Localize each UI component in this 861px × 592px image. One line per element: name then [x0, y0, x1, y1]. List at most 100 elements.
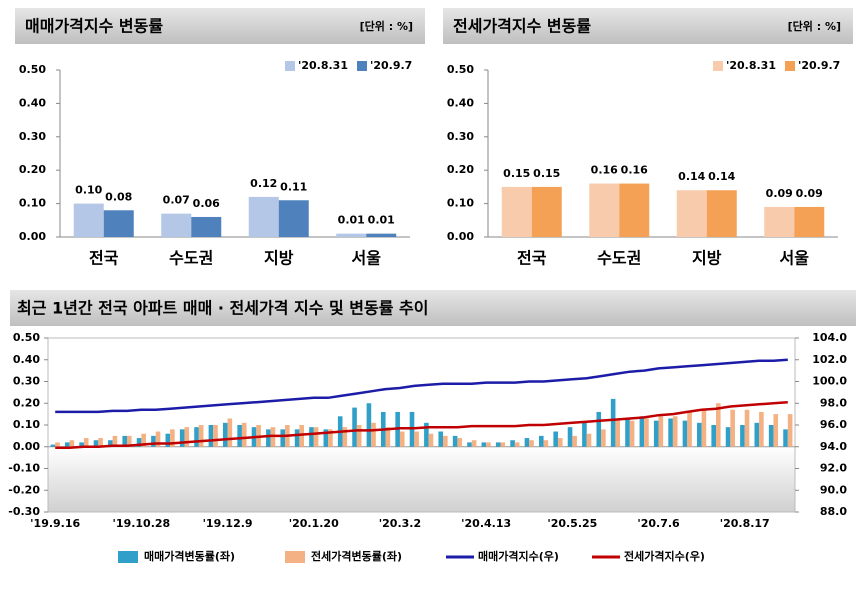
bar: [514, 442, 520, 447]
y-tick-label: 0.20: [447, 163, 474, 176]
bar: [697, 422, 702, 447]
legend-label: '20.9.7: [798, 59, 840, 72]
y-tick-label: 0.00: [13, 440, 40, 453]
bar: [385, 427, 391, 447]
bar: [69, 440, 75, 447]
x-tick-label: '20.8.17: [720, 517, 770, 530]
legend-label: 매매가격변동률(좌): [144, 549, 235, 563]
bar: [596, 411, 602, 447]
y2-tick-label: 90.0: [820, 483, 847, 496]
value-label: 0.12: [250, 177, 277, 190]
bar: [524, 438, 530, 447]
bar: [294, 429, 300, 447]
x-tick-label: 전국: [89, 249, 119, 268]
bar: [248, 196, 279, 237]
bar: [783, 429, 788, 447]
bar: [366, 233, 397, 237]
bar: [629, 420, 635, 447]
bar: [706, 190, 737, 237]
bar: [98, 438, 103, 447]
bar: [108, 440, 113, 447]
bar: [73, 203, 104, 237]
x-tick-label: '20.1.20: [289, 517, 339, 530]
bar: [625, 418, 630, 447]
bar: [553, 431, 558, 447]
bar: [184, 427, 190, 447]
bar: [414, 431, 419, 447]
bar: [79, 442, 84, 447]
y2-tick-label: 92.0: [820, 462, 847, 475]
y-tick-label: 0.30: [13, 375, 40, 388]
bar: [237, 425, 242, 447]
bar: [715, 403, 721, 447]
bar: [610, 398, 616, 447]
bar: [155, 431, 161, 447]
bar: [93, 440, 99, 447]
bar: [768, 425, 774, 447]
bar: [744, 409, 750, 447]
y-tick-label: -0.30: [8, 505, 40, 518]
bar: [701, 409, 707, 447]
x-tick-label: '20.3.2: [379, 517, 421, 530]
legend-swatch: [118, 551, 138, 563]
y2-tick-label: 102.0: [812, 353, 847, 366]
bar: [500, 442, 506, 447]
bar: [208, 425, 214, 447]
value-label: 0.09: [796, 187, 823, 200]
value-label: 0.11: [280, 180, 307, 193]
y-tick-label: 0.50: [447, 63, 474, 76]
legend-swatch: [713, 61, 723, 71]
y-tick-label: 0.10: [19, 197, 46, 210]
bar: [122, 435, 128, 447]
bar: [352, 407, 357, 447]
bar: [103, 210, 134, 237]
bar: [644, 418, 649, 447]
x-tick-label: 전국: [517, 249, 547, 268]
bar: [424, 422, 429, 447]
bar: [112, 435, 118, 447]
value-label: 0.10: [75, 184, 102, 197]
x-tick-label: '19.10.28: [113, 517, 171, 530]
legend-swatch: [285, 551, 305, 563]
x-tick-label: '20.7.6: [637, 517, 680, 530]
bar: [672, 416, 678, 447]
legend-swatch: [285, 61, 295, 71]
bar: [676, 190, 707, 237]
bar: [83, 438, 89, 447]
bar: [754, 422, 760, 447]
legend-label: 전세가격지수(우): [624, 549, 705, 563]
bar: [764, 206, 795, 237]
y-tick-label: 0.10: [447, 197, 474, 210]
y2-tick-label: 100.0: [812, 375, 847, 388]
bar: [495, 442, 501, 447]
bar: [399, 431, 405, 447]
value-label: 0.15: [503, 167, 530, 180]
y-tick-label: -0.10: [8, 462, 40, 475]
bar: [787, 414, 793, 447]
y-tick-label: 0.40: [19, 96, 46, 109]
bar: [170, 429, 175, 447]
legend-swatch: [785, 61, 795, 71]
bar: [278, 200, 309, 237]
bar: [309, 427, 314, 447]
x-tick-label: 수도권: [597, 249, 641, 268]
bar: [639, 416, 645, 447]
value-label: 0.06: [193, 197, 220, 210]
bar: [198, 425, 204, 447]
bar: [280, 429, 286, 447]
value-label: 0.09: [766, 187, 793, 200]
chart-title: 전세가격지수 변동률: [453, 17, 591, 36]
bar: [759, 411, 764, 447]
bar: [127, 435, 132, 447]
y-tick-label: 0.50: [13, 331, 40, 344]
y-tick-label: 0.30: [447, 130, 474, 143]
value-label: 0.01: [338, 214, 365, 227]
x-tick-label: '19.9.16: [30, 517, 80, 530]
bar: [366, 403, 372, 447]
bar: [194, 427, 199, 447]
bar: [501, 186, 532, 237]
bar: [582, 422, 587, 447]
bar: [55, 442, 60, 447]
value-label: 0.15: [533, 167, 560, 180]
